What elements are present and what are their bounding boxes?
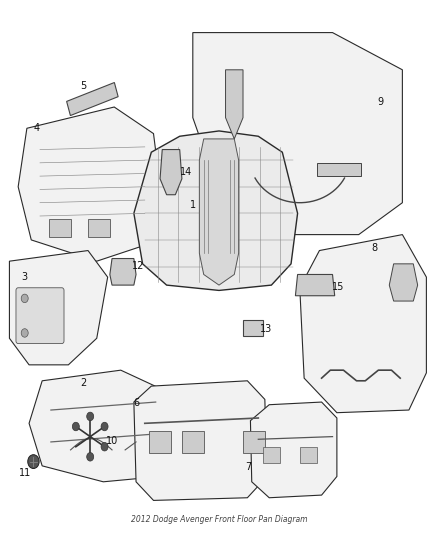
Polygon shape xyxy=(110,259,136,285)
Text: 9: 9 xyxy=(378,96,384,107)
Bar xyxy=(300,447,317,463)
Polygon shape xyxy=(134,131,297,290)
Text: 6: 6 xyxy=(133,398,139,408)
Polygon shape xyxy=(300,235,426,413)
Polygon shape xyxy=(193,33,403,235)
Text: 2012 Dodge Avenger Front Floor Pan Diagram: 2012 Dodge Avenger Front Floor Pan Diagr… xyxy=(131,514,307,523)
Text: 5: 5 xyxy=(81,82,87,91)
Text: 14: 14 xyxy=(180,167,192,177)
Circle shape xyxy=(72,422,79,431)
Bar xyxy=(182,431,204,453)
Text: 12: 12 xyxy=(132,261,145,271)
Polygon shape xyxy=(10,251,108,365)
Text: 1: 1 xyxy=(190,200,196,211)
Circle shape xyxy=(101,422,108,431)
Polygon shape xyxy=(199,139,239,285)
Circle shape xyxy=(21,294,28,303)
Polygon shape xyxy=(295,274,335,296)
Circle shape xyxy=(21,329,28,337)
Text: 2: 2 xyxy=(81,378,87,389)
Text: 10: 10 xyxy=(106,436,118,446)
Circle shape xyxy=(101,442,108,451)
Circle shape xyxy=(87,453,94,461)
Bar xyxy=(149,431,171,453)
Polygon shape xyxy=(389,264,418,301)
Text: 11: 11 xyxy=(18,468,31,478)
Polygon shape xyxy=(243,320,263,336)
Text: 13: 13 xyxy=(260,324,272,334)
Polygon shape xyxy=(251,402,337,498)
Bar xyxy=(317,163,361,176)
Bar xyxy=(88,219,110,237)
Text: 7: 7 xyxy=(245,462,251,472)
Text: 4: 4 xyxy=(33,123,39,133)
Circle shape xyxy=(28,455,39,469)
Polygon shape xyxy=(18,107,162,261)
Polygon shape xyxy=(67,83,118,116)
Polygon shape xyxy=(226,70,243,139)
Polygon shape xyxy=(134,381,267,500)
Bar xyxy=(243,431,265,453)
Text: 15: 15 xyxy=(332,282,344,292)
FancyBboxPatch shape xyxy=(16,288,64,344)
Polygon shape xyxy=(160,150,182,195)
Text: 8: 8 xyxy=(371,243,377,253)
Polygon shape xyxy=(29,370,177,482)
Bar xyxy=(49,219,71,237)
Bar xyxy=(263,447,280,463)
Circle shape xyxy=(87,412,94,421)
Text: 3: 3 xyxy=(21,272,28,282)
